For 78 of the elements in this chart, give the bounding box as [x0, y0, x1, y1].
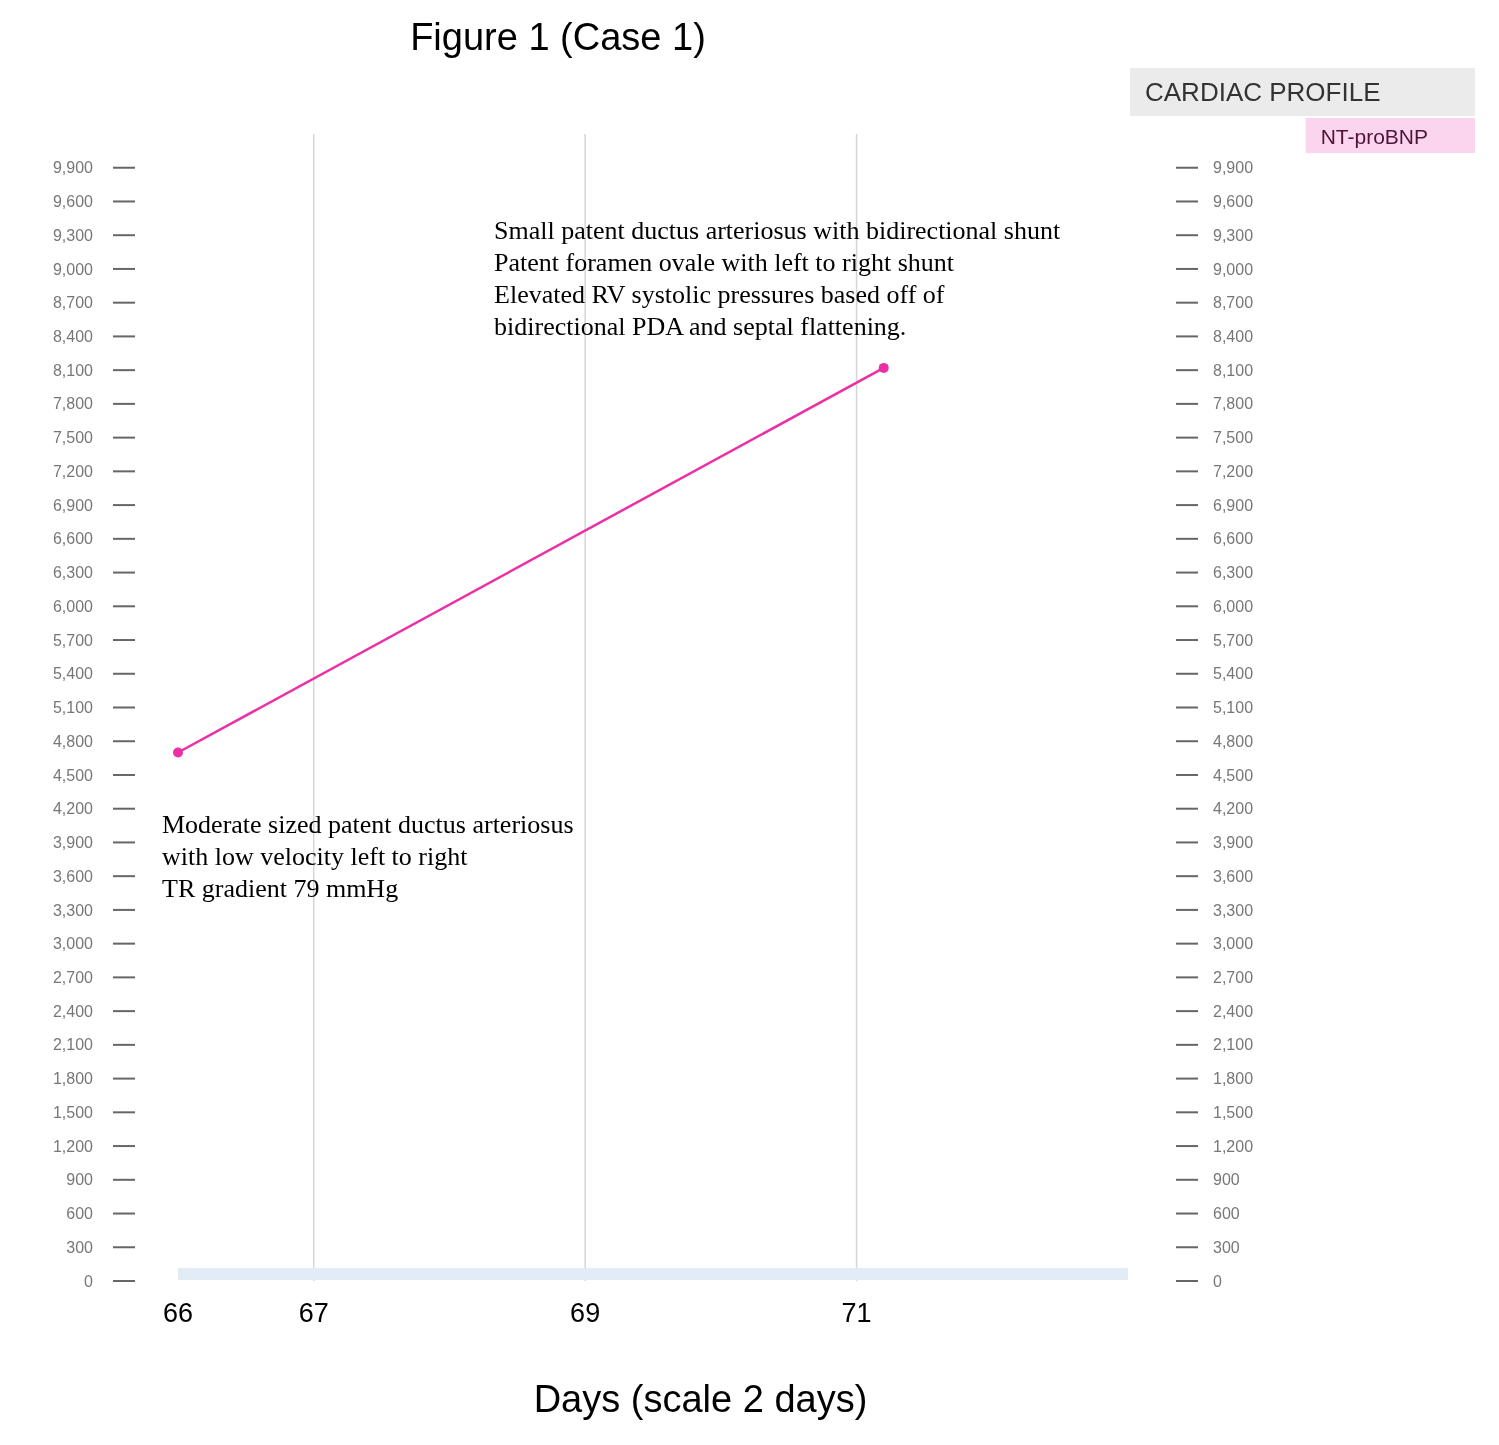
y-tick-label: 1,800: [52, 1070, 94, 1088]
y2-tick-label: 9,900: [1213, 159, 1254, 177]
y-tick-label: 8,100: [52, 361, 94, 379]
y-tick-label: 4,500: [52, 766, 94, 784]
y2-tick-label: 900: [1213, 1171, 1240, 1189]
y-tick-label: 3,900: [52, 834, 94, 852]
annotation: Moderate sized patent ductus arteriosus with low velocity left to right TR gradient 79 mmHg: [162, 810, 574, 904]
y-tick-label: 4,200: [52, 800, 94, 818]
y2-tick-label: 6,000: [1213, 597, 1254, 615]
y-tick-label: 1,500: [52, 1103, 94, 1121]
y-tick-label: 3,000: [52, 935, 94, 953]
y2-tick-label: 4,200: [1213, 800, 1254, 818]
y2-tick-label: 1,500: [1213, 1103, 1254, 1121]
y2-tick-label: 8,400: [1213, 328, 1254, 346]
y2-tick-label: 6,600: [1213, 530, 1254, 548]
y-tick-label: 2,700: [52, 968, 94, 986]
y2-tick-label: 4,800: [1213, 732, 1254, 750]
y-tick-label: 5,100: [52, 699, 94, 717]
x-axis-title: Days (scale 2 days): [533, 1378, 868, 1420]
chart-title: Figure 1 (Case 1): [410, 16, 706, 58]
y2-tick-label: 9,000: [1213, 260, 1254, 278]
y-tick-label: 8,700: [52, 294, 94, 312]
y2-tick-label: 3,000: [1213, 935, 1254, 953]
y-tick-label: 9,000: [52, 260, 94, 278]
y-tick-label: 2,100: [52, 1036, 94, 1054]
y2-tick-label: 5,100: [1213, 699, 1254, 717]
y2-tick-label: 7,500: [1213, 429, 1254, 447]
y2-tick-label: 0: [1213, 1272, 1222, 1290]
y-tick-label: 5,700: [52, 631, 94, 649]
y2-tick-label: 3,300: [1213, 901, 1254, 919]
x-tick-label: 67: [298, 1298, 329, 1328]
y-tick-label: 9,300: [52, 226, 94, 244]
y2-tick-label: 8,700: [1213, 294, 1254, 312]
y2-tick-label: 2,400: [1213, 1002, 1254, 1020]
x-tick-label: 66: [162, 1298, 194, 1328]
y2-tick-label: 1,800: [1213, 1070, 1254, 1088]
y-tick-label: 7,500: [52, 429, 94, 447]
y-tick-label: 2,400: [52, 1002, 94, 1020]
y2-tick-label: 2,700: [1213, 968, 1254, 986]
y-tick-label: 6,000: [52, 597, 94, 615]
y-tick-label: 6,600: [52, 530, 94, 548]
y-tick-label: 6,300: [52, 564, 94, 582]
y-tick-label: 9,900: [52, 159, 94, 177]
y2-tick-label: 2,100: [1213, 1036, 1254, 1054]
annotation: Small patent ductus arteriosus with bidirectional shunt Patent foramen ovale with left to right shunt Elevated RV systolic pressures based off of bidirectional PDA and septal flattening.: [494, 215, 1061, 341]
y-tick-label: 900: [66, 1171, 94, 1189]
y2-tick-label: 5,400: [1213, 665, 1254, 683]
x-tick-label: 71: [841, 1298, 872, 1328]
y-tick-label: 3,300: [52, 901, 94, 919]
x-tick-label: 69: [570, 1298, 601, 1328]
y2-tick-label: 600: [1213, 1205, 1240, 1223]
y-tick-label: 7,200: [52, 462, 94, 480]
y2-tick-label: 3,900: [1213, 834, 1254, 852]
y-tick-label: 0: [84, 1272, 94, 1290]
y2-tick-label: 1,200: [1213, 1137, 1254, 1155]
y2-tick-label: 7,200: [1213, 462, 1254, 480]
y-tick-label: 600: [66, 1205, 94, 1223]
y-tick-label: 7,800: [52, 395, 94, 413]
legend-title: CARDIAC PROFILE: [1145, 77, 1381, 107]
y-tick-label: 3,600: [52, 867, 94, 885]
y2-tick-label: 9,300: [1213, 226, 1254, 244]
y2-tick-label: 7,800: [1213, 395, 1254, 413]
y-tick-label: 1,200: [52, 1137, 94, 1155]
y2-tick-label: 4,500: [1213, 766, 1254, 784]
y-tick-label: 8,400: [52, 328, 94, 346]
y2-tick-label: 6,300: [1213, 564, 1254, 582]
text: NT-proBNP: [1320, 125, 1428, 148]
y2-tick-label: 6,900: [1213, 496, 1254, 514]
y-tick-label: 9,600: [52, 193, 94, 211]
y-tick-label: 6,900: [52, 496, 94, 514]
y-tick-label: 5,400: [52, 665, 94, 683]
y2-tick-label: 8,100: [1213, 361, 1254, 379]
y2-tick-label: 300: [1213, 1238, 1240, 1256]
y2-tick-label: 9,600: [1213, 193, 1254, 211]
y-tick-label: 4,800: [52, 732, 94, 750]
y2-tick-label: 5,700: [1213, 631, 1254, 649]
y-tick-label: 300: [66, 1238, 94, 1256]
y2-tick-label: 3,600: [1213, 867, 1254, 885]
